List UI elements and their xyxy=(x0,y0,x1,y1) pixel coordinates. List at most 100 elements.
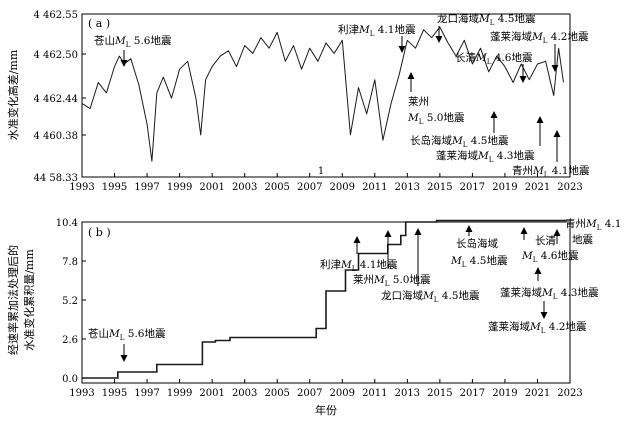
a-ytick-label: 4 462.50 xyxy=(33,50,78,61)
b-ytick-label: 5.2 xyxy=(62,296,78,307)
a-ytick-label: 4 462.44 xyxy=(33,94,78,105)
a-xtick-label: 1999 xyxy=(167,182,192,193)
b-xtick-label: 2019 xyxy=(492,388,517,399)
ann-b-qingzhou-line1: 青州ML 4.1 xyxy=(565,217,621,232)
ann-a-cangshan: 苍山ML 5.6地震 xyxy=(94,34,172,49)
ann-a-laizhou-line1: 莱州 xyxy=(408,96,429,108)
b-xtick-label: 2023 xyxy=(557,388,582,399)
a-ytick-label: 44 58.33 xyxy=(33,173,78,184)
b-ytick-label: 7.8 xyxy=(62,257,78,268)
b-ytick-label: 0.0 xyxy=(62,374,78,385)
ann-b-penglai-4.3: 蓬莱海域ML 4.3地震 xyxy=(500,286,599,301)
arrow-a-penglai-4.3 xyxy=(536,116,544,146)
arrow-a-laizhou xyxy=(407,72,415,92)
panel-a-annotations: 苍山ML 5.6地震 利津ML 4.1地震 龙口海域ML 4.5地震 蓬莱海域M… xyxy=(94,12,590,179)
b-xtick-label: 2001 xyxy=(199,388,224,399)
arrow-a-changqing xyxy=(519,64,527,83)
b-xtick-label: 1993 xyxy=(69,388,94,399)
a-ytick-label: 4 462.55 xyxy=(33,10,78,21)
ann-a-changdao: 长岛海域ML 4.5地震 xyxy=(410,134,509,149)
b-xtick-label: 2003 xyxy=(232,388,257,399)
ann-b-longkou: 龙口海域ML 4.5地震 xyxy=(381,289,480,304)
panel-b-xlabel: 年份 xyxy=(315,403,337,417)
arrow-a-lijin xyxy=(398,36,406,53)
a-xtick-label: 2023 xyxy=(557,182,582,193)
panel-b-arrows xyxy=(120,225,561,362)
b-xtick-label: 2017 xyxy=(460,388,485,399)
ann-a-qingzhou: 青州ML 4.1地震 xyxy=(512,164,590,179)
b-xtick-label: 2007 xyxy=(297,388,322,399)
b-xtick-label: 1995 xyxy=(102,388,127,399)
arrow-b-laizhou xyxy=(384,230,392,268)
ann-a-laizhou-line2: ML 5.0地震 xyxy=(407,111,465,126)
b-xtick-label: 2011 xyxy=(362,388,387,399)
ann-a-penglai-4.2: 蓬莱海域ML 4.2地震 xyxy=(490,30,589,45)
ann-b-changqing-line1: 长清 xyxy=(535,234,556,247)
panel-a-series xyxy=(81,26,564,162)
b-ytick-label: 10.4 xyxy=(56,218,78,229)
b-xtick-label: 2021 xyxy=(525,388,550,399)
arrow-b-lijin xyxy=(353,236,361,254)
b-xtick-label: 1999 xyxy=(167,388,192,399)
a-xtick-label: 2017 xyxy=(460,182,485,193)
panel-b-annotations: 苍山ML 5.6地震 利津ML 4.1地震 莱州ML 5.0地震 龙口海域ML … xyxy=(88,217,621,342)
a-xtick-label: 1995 xyxy=(102,182,127,193)
a-xtick-label: 1993 xyxy=(69,182,94,193)
arrow-b-penglai-4.2 xyxy=(540,301,548,319)
ann-a-lijin: 利津ML 4.1地震 xyxy=(338,23,416,38)
b-xtick-label: 1997 xyxy=(134,388,159,399)
ann-b-changdao-line1: 长岛海域 xyxy=(456,237,498,250)
arrow-a-changdao xyxy=(490,111,498,133)
arrow-b-cangshan xyxy=(120,344,128,362)
series-a-line xyxy=(81,26,564,162)
b-ytick-label: 2.6 xyxy=(62,335,78,346)
a-ytick-label: 4 460.38 xyxy=(33,131,78,142)
series-b-line xyxy=(82,219,567,379)
a-xtick-label: 2003 xyxy=(232,182,257,193)
panel-b-label: ( b ) xyxy=(88,226,111,239)
panel-a-y-axis: 4 462.55 4 462.50 4 462.44 4 460.38 44 58.33 xyxy=(33,10,86,184)
a-xtick-label: 2001 xyxy=(199,182,224,193)
arrow-b-changqing xyxy=(520,227,528,240)
panel-b-frame xyxy=(81,221,571,384)
a-xtick-label: 1997 xyxy=(134,182,159,193)
arrow-b-longkou xyxy=(414,228,422,286)
arrow-a-qingzhou xyxy=(553,130,561,162)
ann-b-cangshan: 苍山ML 5.6地震 xyxy=(88,327,166,342)
a-xtick-label: 2011 xyxy=(362,182,387,193)
b-xtick-label: 2015 xyxy=(427,388,452,399)
ann-b-penglai-4.2: 蓬莱海域ML 4.2地震 xyxy=(488,320,587,335)
arrow-a-cangshan xyxy=(120,50,128,67)
a-xtick-label: 2007 xyxy=(297,182,322,193)
panel-a-arrows xyxy=(120,26,561,162)
a-xtick-label: 2019 xyxy=(492,182,517,193)
panel-b-ylabel-line2: 水准变化累积量/mm xyxy=(22,249,36,351)
ann-a-longkou: 龙口海域ML 4.5地震 xyxy=(437,12,536,27)
arrow-b-changdao xyxy=(465,225,473,236)
panel-b-ylabel-line1: 经速率累加法处理后的 xyxy=(6,245,20,355)
panel-b-series xyxy=(82,219,567,379)
panel-a-frame xyxy=(81,13,571,178)
panel-a-marker-label: 1 xyxy=(318,166,324,177)
arrow-b-penglai-4.3 xyxy=(534,267,542,281)
panel-b-y-axis: 0.0 2.6 5.2 7.8 10.4 xyxy=(56,218,86,385)
panel-a-ylabel: 水准变化高差/mm xyxy=(6,49,20,140)
a-xtick-label: 2021 xyxy=(525,182,550,193)
a-xtick-label: 2005 xyxy=(264,182,289,193)
arrow-a-penglai-4.2 xyxy=(551,44,559,72)
ann-a-changqing: 长清ML 4.6地震 xyxy=(455,51,533,66)
a-xtick-label: 2013 xyxy=(395,182,420,193)
b-xtick-label: 2009 xyxy=(330,388,355,399)
b-xtick-label: 2013 xyxy=(395,388,420,399)
arrow-b-qingzhou xyxy=(553,229,561,244)
panel-a-x-axis: 1993 1995 1997 1999 2001 2003 2005 2007 2009 2011… xyxy=(69,173,583,193)
ann-a-penglai-4.3: 蓬莱海域ML 4.3地震 xyxy=(436,149,535,164)
panel-a-label: ( a ) xyxy=(88,17,110,30)
panel-b-x-axis: 1993 1995 1997 1999 2001 2003 2005 2007 2009 2011… xyxy=(69,379,583,399)
ann-b-laizhou: 莱州ML 5.0地震 xyxy=(353,273,431,288)
a-xtick-label: 2009 xyxy=(330,182,355,193)
ann-b-changqing-line2: ML 4.6地震 xyxy=(521,249,579,264)
ann-b-qingzhou-line2: 地震 xyxy=(572,233,593,246)
ann-b-lijin: 利津ML 4.1地震 xyxy=(320,258,398,273)
